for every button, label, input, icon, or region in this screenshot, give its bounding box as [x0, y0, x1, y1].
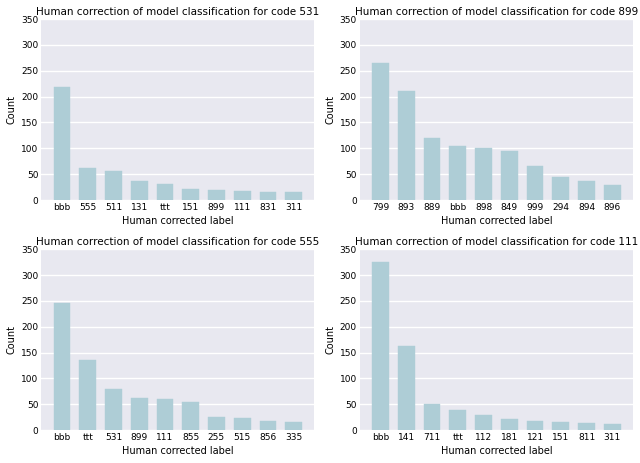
Bar	[398, 92, 415, 200]
Bar	[234, 191, 250, 200]
Bar	[578, 181, 595, 200]
Bar	[285, 422, 302, 430]
Bar	[501, 419, 518, 430]
Bar	[604, 185, 621, 200]
Bar	[552, 177, 569, 200]
Bar	[475, 148, 492, 200]
Y-axis label: Count: Count	[7, 325, 17, 354]
Bar	[424, 404, 440, 430]
Bar	[372, 262, 389, 430]
Bar	[208, 190, 225, 200]
Bar	[182, 402, 199, 430]
Title: Human correction of model classification for code 111: Human correction of model classification…	[355, 237, 638, 247]
Title: Human correction of model classification for code 555: Human correction of model classification…	[36, 237, 319, 247]
Bar	[424, 138, 440, 200]
Bar	[578, 423, 595, 430]
Bar	[475, 414, 492, 430]
Bar	[501, 151, 518, 200]
Bar	[79, 168, 96, 200]
Title: Human correction of model classification for code 899: Human correction of model classification…	[355, 7, 638, 17]
Bar	[285, 192, 302, 200]
Bar	[54, 303, 70, 430]
Bar	[260, 421, 276, 430]
X-axis label: Human corrected label: Human corrected label	[122, 446, 234, 456]
Bar	[157, 399, 173, 430]
Bar	[527, 166, 543, 200]
Y-axis label: Count: Count	[326, 325, 335, 354]
Bar	[54, 88, 70, 200]
Bar	[604, 424, 621, 430]
Bar	[182, 189, 199, 200]
Bar	[234, 418, 250, 430]
X-axis label: Human corrected label: Human corrected label	[440, 446, 552, 456]
Bar	[157, 184, 173, 200]
Bar	[398, 346, 415, 430]
Bar	[449, 411, 466, 430]
Bar	[449, 146, 466, 200]
Bar	[131, 398, 148, 430]
Y-axis label: Count: Count	[7, 95, 17, 124]
Title: Human correction of model classification for code 531: Human correction of model classification…	[36, 7, 319, 17]
X-axis label: Human corrected label: Human corrected label	[440, 216, 552, 226]
Bar	[527, 421, 543, 430]
Bar	[105, 389, 122, 430]
Bar	[208, 417, 225, 430]
Bar	[79, 360, 96, 430]
Y-axis label: Count: Count	[326, 95, 335, 124]
Bar	[105, 171, 122, 200]
Bar	[372, 63, 389, 200]
Bar	[552, 422, 569, 430]
Bar	[131, 181, 148, 200]
Bar	[260, 192, 276, 200]
X-axis label: Human corrected label: Human corrected label	[122, 216, 234, 226]
